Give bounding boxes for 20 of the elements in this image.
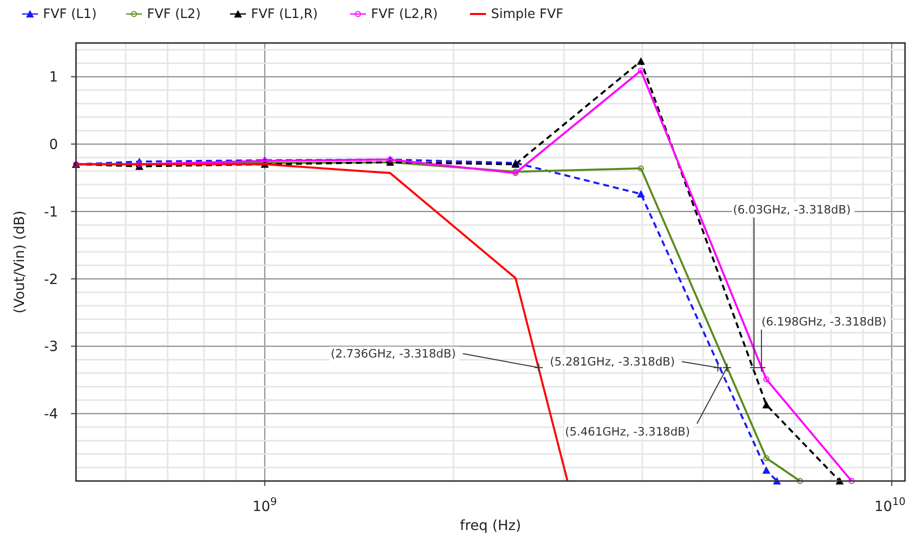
legend-label: FVF (L2): [147, 7, 201, 22]
y-axis-title: (Vout/Vin) (dB): [12, 210, 28, 314]
legend-label: FVF (L1): [43, 7, 97, 22]
y-tick-label: -4: [44, 406, 58, 423]
legend-label: Simple FVF: [491, 7, 564, 22]
annotation: (5.281GHz, -3.318dB): [550, 354, 675, 369]
annotation: (2.736GHz, -3.318dB): [330, 346, 456, 361]
y-tick-label: 1: [49, 70, 58, 86]
y-tick-label: -3: [44, 339, 58, 356]
legend-label: FVF (L2,R): [371, 7, 438, 22]
annotation: (5.461GHz, -3.318dB): [564, 424, 690, 439]
annotation: (6.198GHz, -3.318dB): [761, 314, 887, 329]
x-axis-title: freq (Hz): [460, 518, 522, 534]
y-tick-label: -1: [44, 204, 58, 220]
y-tick-label: -2: [44, 272, 58, 288]
annotation: (6.03GHz, -3.318dB): [732, 202, 851, 217]
y-tick-label: 0: [49, 137, 58, 154]
legend-label: FVF (L1,R): [251, 7, 318, 22]
x-tick-label: 10$^{10}$: [874, 496, 906, 515]
x-tick-label: 10$^{9}$: [252, 496, 277, 515]
